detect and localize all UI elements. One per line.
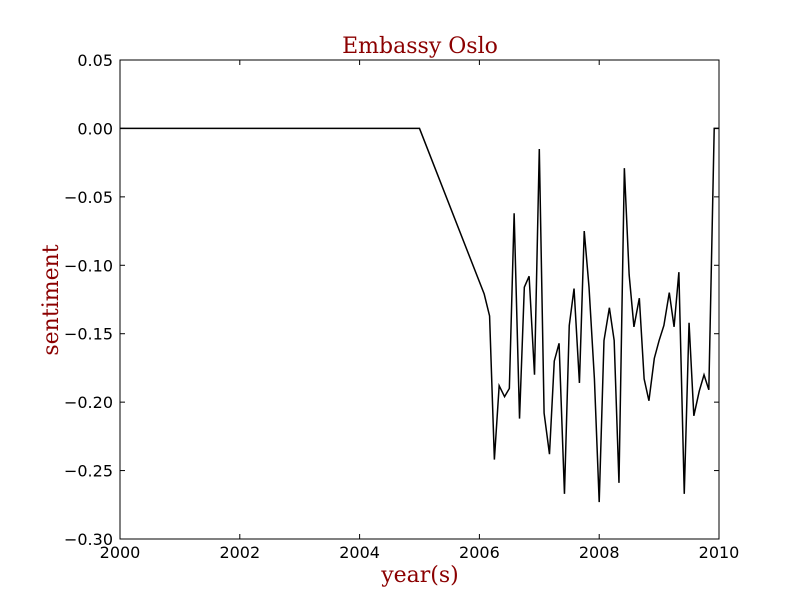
y-tick-label: −0.25	[64, 462, 113, 481]
y-tick-label: −0.05	[64, 188, 113, 207]
x-tick-label: 2006	[459, 543, 500, 562]
x-tick-label: 2004	[339, 543, 380, 562]
y-axis-label: sentiment	[39, 244, 64, 355]
x-tick-label: 2000	[100, 543, 141, 562]
x-tick-label: 2002	[219, 543, 260, 562]
plot-area: 2000 2002 2004 2006 2008 2010 0.05 0.00 −0.05 −0.…	[64, 51, 739, 562]
y-tick-label: 0.00	[77, 119, 113, 138]
y-tick-label: −0.15	[64, 325, 113, 344]
y-tick-label: 0.05	[77, 51, 113, 70]
x-axis-label: year(s)	[380, 563, 459, 588]
series-line	[120, 127, 719, 503]
x-tick-label: 2008	[579, 543, 620, 562]
y-tick-label: −0.10	[64, 256, 113, 275]
axes-frame	[119, 59, 720, 540]
x-tick-label: 2010	[699, 543, 740, 562]
y-tick-label: −0.30	[64, 530, 113, 549]
y-tick-label: −0.20	[64, 393, 113, 412]
chart-title: Embassy Oslo	[342, 34, 498, 59]
